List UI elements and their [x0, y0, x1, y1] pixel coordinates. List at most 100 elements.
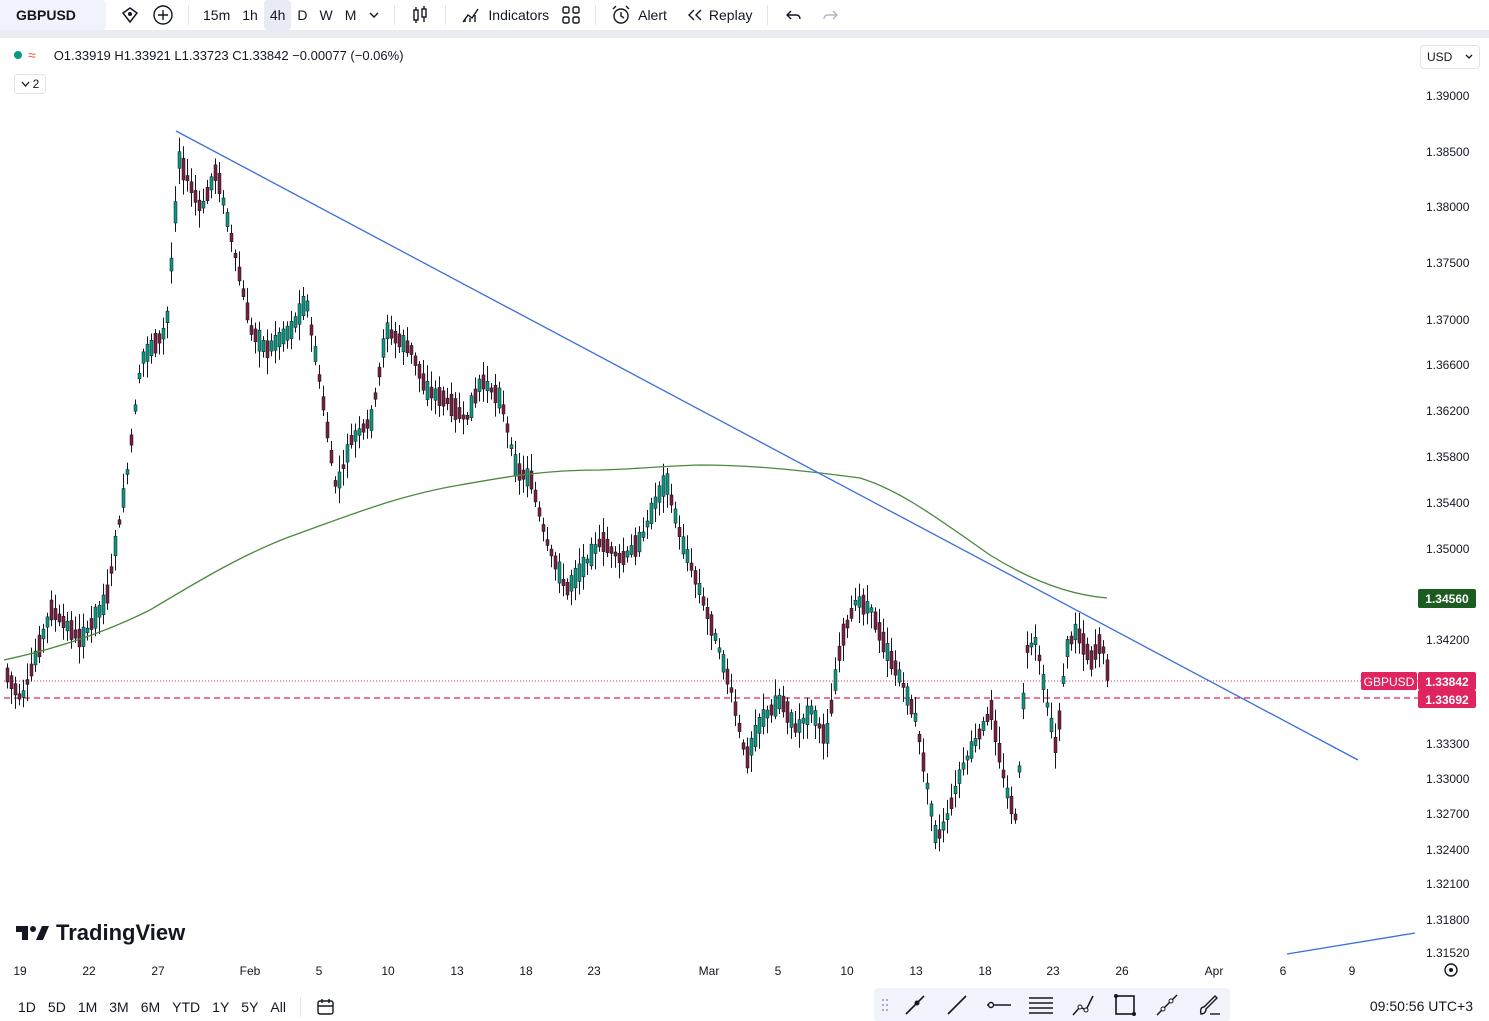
replay-button[interactable]: Replay: [679, 0, 759, 30]
candle-body: [565, 582, 570, 596]
interval-1h[interactable]: 1h: [242, 7, 258, 23]
candle-body: [361, 423, 366, 433]
time-tick-label: Mar: [699, 964, 720, 978]
tradingview-logo[interactable]: TradingView: [16, 920, 185, 946]
candle-body: [637, 531, 642, 553]
candle-body: [1021, 692, 1026, 710]
candle-body: [1049, 717, 1054, 733]
layouts-icon[interactable]: [555, 0, 587, 30]
candle-body: [857, 596, 862, 608]
market-status-icon: [14, 51, 22, 59]
candle-body: [625, 550, 630, 558]
utc-clock[interactable]: 09:50:56 UTC+3: [1369, 998, 1473, 1014]
range-6m[interactable]: 6M: [140, 998, 161, 1015]
candle-body: [13, 683, 18, 696]
candle-body: [85, 627, 90, 633]
candle-body: [953, 785, 958, 795]
candle-body: [105, 584, 110, 604]
indicators-button[interactable]: Indicators: [454, 0, 555, 30]
candle-body: [1041, 674, 1046, 690]
candle-body: [313, 346, 318, 362]
candle-body: [773, 695, 778, 717]
horizontal-line-tool-icon[interactable]: [982, 990, 1016, 1020]
rewind-icon: [687, 9, 702, 21]
brush-tool-icon[interactable]: [1192, 990, 1226, 1020]
candle-body: [449, 393, 454, 417]
path-tool-icon[interactable]: [1066, 990, 1100, 1020]
candle-body: [125, 469, 130, 475]
candle-body: [353, 430, 358, 442]
candle-body: [497, 387, 502, 409]
price-tick-label: 1.37000: [1426, 313, 1470, 327]
add-symbol-icon[interactable]: [146, 0, 180, 30]
time-tick-label: 10: [381, 964, 395, 978]
candle-body: [557, 561, 562, 584]
candle-body: [701, 596, 706, 606]
wave-icon: ≈: [28, 47, 36, 63]
currency-selector[interactable]: USD: [1420, 45, 1480, 69]
range-1m[interactable]: 1M: [77, 998, 98, 1015]
candle-body: [989, 700, 994, 720]
gear-icon[interactable]: [1444, 963, 1458, 977]
interval-w[interactable]: W: [319, 7, 333, 23]
candle-body: [893, 660, 898, 676]
ray-tool-icon[interactable]: [940, 990, 974, 1020]
candle-body: [229, 232, 234, 243]
range-all[interactable]: All: [270, 998, 286, 1015]
candle-body: [433, 388, 438, 401]
candle-body: [341, 464, 346, 469]
candle-body: [877, 622, 882, 641]
candle-body: [145, 343, 150, 362]
range-ytd[interactable]: YTD: [172, 998, 201, 1015]
candle-body: [833, 669, 838, 691]
candle-body: [93, 606, 98, 629]
drag-handle-icon[interactable]: [880, 990, 890, 1020]
candle-body: [817, 723, 822, 729]
parallel-channel-tool-icon[interactable]: [1024, 990, 1058, 1020]
date-range-icon[interactable]: [309, 992, 343, 1021]
dashed-price-text: 1.33692: [1425, 693, 1469, 707]
candle-body: [657, 485, 662, 503]
range-3m[interactable]: 3M: [109, 998, 129, 1015]
legend-collapse-button[interactable]: 2: [14, 74, 46, 94]
candle-body: [21, 690, 26, 698]
polyline-tool-icon[interactable]: [1150, 990, 1184, 1020]
candle-body: [693, 570, 698, 585]
range-1y[interactable]: 1Y: [212, 998, 230, 1015]
chevron-down-icon[interactable]: [362, 0, 386, 30]
candle-body: [677, 527, 682, 537]
candle-body: [601, 532, 606, 552]
candle-body: [941, 821, 946, 831]
price-tick-label: 1.32100: [1426, 877, 1470, 891]
price-tick-label: 1.35000: [1426, 542, 1470, 556]
candle-body: [549, 548, 554, 557]
candle-body: [17, 693, 22, 700]
trend-line-tool-icon[interactable]: [898, 990, 932, 1020]
candle-body: [389, 329, 394, 339]
candles-icon[interactable]: [403, 0, 437, 30]
candle-body: [889, 651, 894, 669]
interval-m[interactable]: M: [344, 7, 357, 23]
candle-body: [633, 535, 638, 557]
interval-d[interactable]: D: [297, 7, 308, 23]
range-5y[interactable]: 5Y: [241, 998, 259, 1015]
rectangle-tool-icon[interactable]: [1108, 990, 1142, 1020]
candle-body: [681, 536, 686, 555]
interval-15m[interactable]: 15m: [203, 7, 231, 23]
redo-icon[interactable]: [812, 0, 848, 30]
favorite-icon[interactable]: [114, 0, 146, 30]
candle-body: [649, 502, 654, 524]
candle-body: [465, 415, 470, 420]
trendline-drawing-2[interactable]: [1286, 932, 1416, 955]
range-5d[interactable]: 5D: [47, 998, 66, 1015]
candle-body: [885, 643, 890, 661]
symbol-search[interactable]: GBPUSD: [0, 0, 106, 30]
candle-body: [709, 614, 714, 636]
range-1d[interactable]: 1D: [18, 998, 36, 1015]
candle-body: [873, 611, 878, 630]
undo-icon[interactable]: [776, 0, 812, 30]
price-chart[interactable]: 1.39000 1.38500 1.38000 1.37500 1.37000 1.366…: [0, 0, 1489, 986]
alert-button[interactable]: Alert: [604, 0, 673, 30]
trendline-drawing[interactable]: [175, 130, 1359, 761]
interval-4h[interactable]: 4h: [263, 0, 292, 30]
